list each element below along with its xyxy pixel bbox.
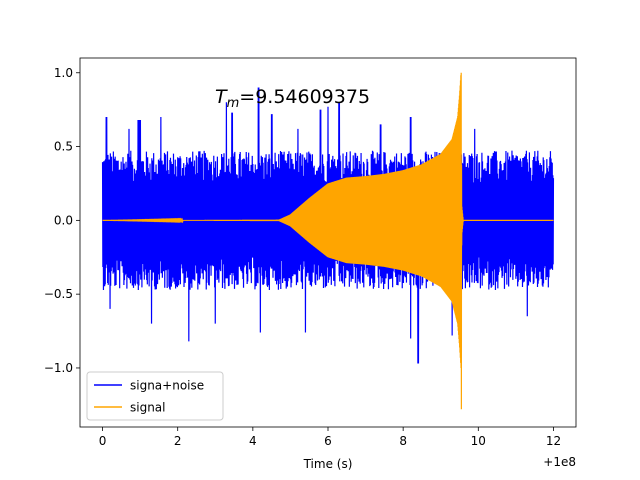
y-axis-ticks: −1.0 −0.5 0.0 0.5 1.0 — [44, 66, 80, 375]
x-axis-label: Time (s) — [303, 457, 353, 471]
x-tick-label: 8 — [399, 434, 407, 448]
x-tick-label: 2 — [174, 434, 182, 448]
series-signal-line — [102, 72, 554, 410]
legend: signa+noise signal — [86, 371, 224, 421]
legend-label-signal: signal — [130, 401, 166, 415]
x-tick-label: 6 — [324, 434, 332, 448]
x-axis-offset-label: +1e8 — [543, 455, 576, 469]
annotation-subscript: m — [227, 96, 240, 111]
x-axis-ticks: 0 2 4 6 8 10 12 — [99, 427, 561, 448]
annotation-value: =9.54609375 — [239, 86, 370, 108]
legend-label-signa-noise: signa+noise — [130, 379, 204, 393]
x-tick-label: 4 — [249, 434, 257, 448]
annotation-symbol: T — [215, 86, 228, 108]
x-tick-label: 0 — [99, 434, 107, 448]
legend-frame — [86, 371, 224, 421]
series-layer — [101, 72, 555, 410]
y-tick-label: 1.0 — [54, 66, 73, 80]
y-tick-label: −1.0 — [44, 361, 73, 375]
x-tick-label: 10 — [471, 434, 486, 448]
series-signa-noise-line — [101, 87, 555, 364]
y-tick-label: 0.5 — [54, 140, 73, 154]
merger-time-annotation: Tm=9.54609375 — [215, 86, 370, 111]
y-tick-label: −0.5 — [44, 287, 73, 301]
y-tick-label: 0.0 — [54, 213, 73, 227]
x-tick-label: 12 — [546, 434, 561, 448]
